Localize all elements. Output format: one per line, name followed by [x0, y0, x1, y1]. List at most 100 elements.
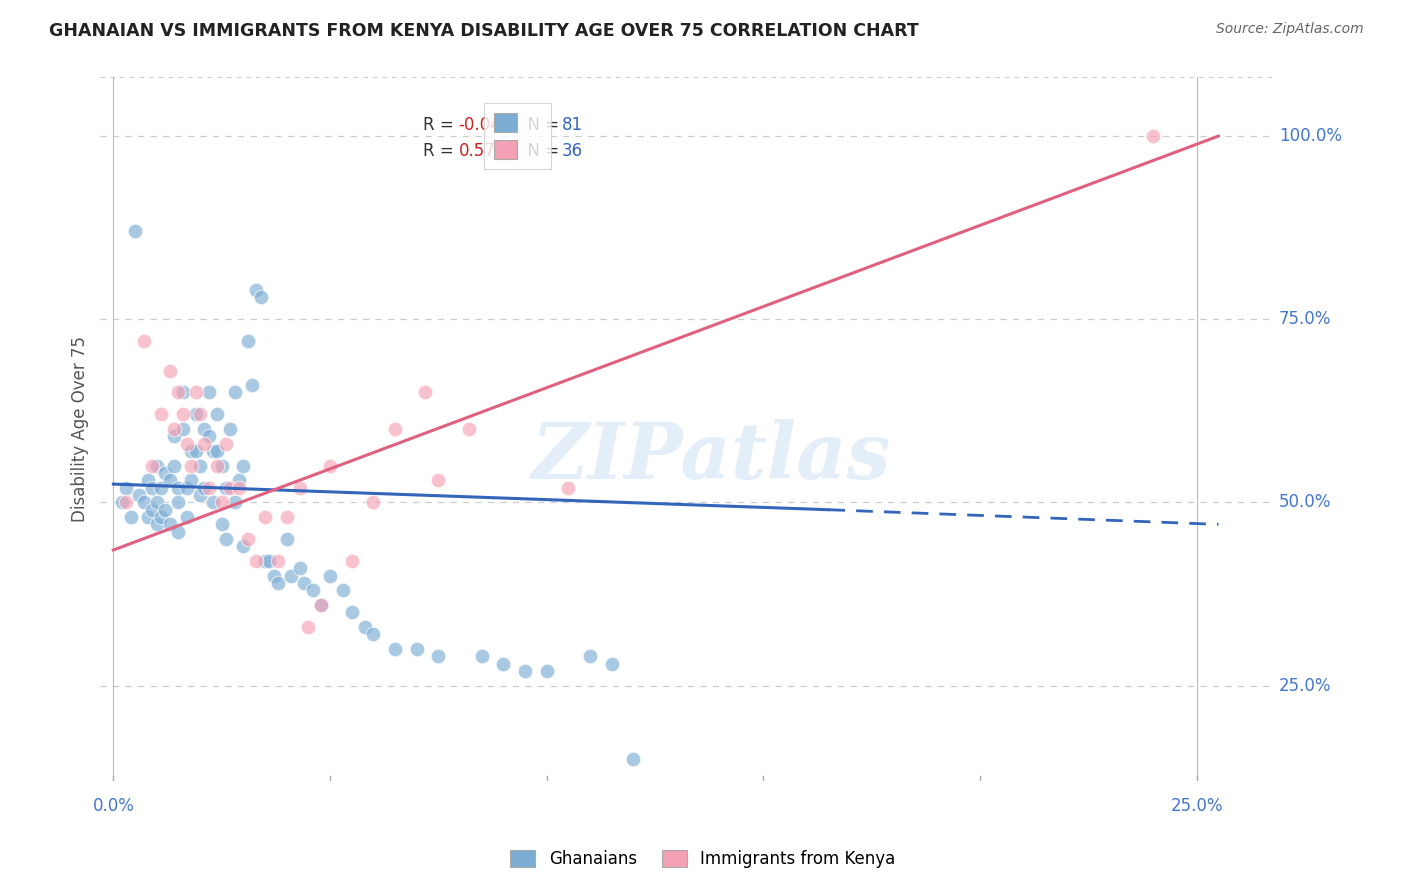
- Text: Source: ZipAtlas.com: Source: ZipAtlas.com: [1216, 22, 1364, 37]
- Point: [415, 385, 437, 400]
- Text: 81: 81: [562, 116, 583, 134]
- Point: [224, 385, 246, 400]
- Text: 0.571: 0.571: [458, 142, 506, 161]
- Point: [163, 458, 186, 473]
- Point: [232, 458, 254, 473]
- Point: [332, 583, 354, 598]
- Point: [363, 627, 385, 641]
- Point: [311, 598, 333, 612]
- Text: ZIPatlas: ZIPatlas: [531, 419, 891, 496]
- Point: [150, 481, 173, 495]
- Point: [124, 224, 146, 238]
- Point: [427, 649, 450, 664]
- Point: [197, 385, 219, 400]
- Point: [176, 437, 198, 451]
- Point: [536, 664, 558, 678]
- Point: [159, 517, 181, 532]
- Text: 25.0%: 25.0%: [1171, 797, 1223, 815]
- Point: [159, 363, 181, 377]
- Text: N =: N =: [517, 116, 565, 134]
- Point: [600, 657, 623, 671]
- Point: [297, 620, 319, 634]
- Point: [1142, 129, 1164, 144]
- Point: [353, 620, 375, 634]
- Point: [155, 466, 177, 480]
- Point: [215, 532, 238, 546]
- Point: [202, 495, 225, 509]
- Point: [219, 481, 242, 495]
- Point: [207, 408, 229, 422]
- Point: [188, 458, 211, 473]
- Point: [579, 649, 602, 664]
- Point: [141, 458, 163, 473]
- Point: [236, 334, 259, 349]
- Point: [167, 385, 190, 400]
- Point: [202, 444, 225, 458]
- Point: [145, 495, 167, 509]
- Point: [132, 495, 155, 509]
- Point: [193, 437, 215, 451]
- Y-axis label: Disability Age Over 75: Disability Age Over 75: [72, 336, 89, 522]
- Point: [280, 568, 302, 582]
- Point: [292, 576, 315, 591]
- Point: [215, 481, 238, 495]
- Text: 25.0%: 25.0%: [1279, 676, 1331, 695]
- Point: [276, 532, 298, 546]
- Point: [513, 664, 536, 678]
- Point: [471, 649, 494, 664]
- Point: [159, 474, 181, 488]
- Legend: Ghanaians, Immigrants from Kenya: Ghanaians, Immigrants from Kenya: [503, 843, 903, 875]
- Point: [211, 517, 233, 532]
- Point: [211, 495, 233, 509]
- Point: [319, 458, 342, 473]
- Point: [176, 481, 198, 495]
- Point: [180, 474, 202, 488]
- Point: [621, 752, 644, 766]
- Point: [340, 605, 363, 619]
- Point: [557, 481, 579, 495]
- Point: [180, 444, 202, 458]
- Text: 36: 36: [562, 142, 583, 161]
- Text: 50.0%: 50.0%: [1279, 493, 1331, 511]
- Point: [232, 540, 254, 554]
- Point: [301, 583, 323, 598]
- Point: [184, 444, 207, 458]
- Point: [145, 458, 167, 473]
- Point: [492, 657, 515, 671]
- Text: 0.0%: 0.0%: [93, 797, 135, 815]
- Point: [141, 481, 163, 495]
- Text: 100.0%: 100.0%: [1279, 127, 1343, 145]
- Point: [224, 495, 246, 509]
- Point: [197, 429, 219, 443]
- Point: [172, 385, 194, 400]
- Point: [245, 554, 267, 568]
- Point: [311, 598, 333, 612]
- Point: [207, 444, 229, 458]
- Point: [276, 510, 298, 524]
- Text: 75.0%: 75.0%: [1279, 310, 1331, 328]
- Point: [384, 642, 406, 657]
- Point: [163, 429, 186, 443]
- Point: [111, 495, 134, 509]
- Point: [188, 408, 211, 422]
- Point: [120, 510, 142, 524]
- Point: [197, 481, 219, 495]
- Point: [228, 481, 250, 495]
- Point: [188, 488, 211, 502]
- Point: [163, 422, 186, 436]
- Point: [253, 510, 276, 524]
- Point: [150, 408, 173, 422]
- Point: [172, 422, 194, 436]
- Point: [245, 283, 267, 297]
- Point: [363, 495, 385, 509]
- Point: [136, 474, 159, 488]
- Point: [184, 408, 207, 422]
- Point: [253, 554, 276, 568]
- Point: [115, 495, 138, 509]
- Point: [132, 334, 155, 349]
- Point: [115, 481, 138, 495]
- Point: [145, 517, 167, 532]
- Point: [150, 510, 173, 524]
- Point: [193, 422, 215, 436]
- Point: [384, 422, 406, 436]
